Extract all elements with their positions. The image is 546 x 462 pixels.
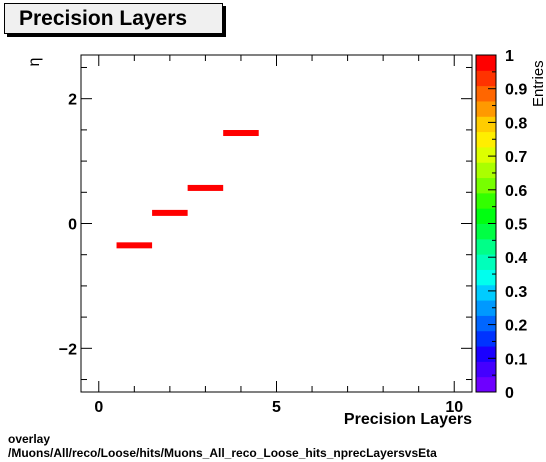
x-tick-label: 5: [272, 399, 281, 416]
colorbar-segment: [476, 223, 496, 240]
colorbar-segment: [476, 238, 496, 255]
x-tick-label: 0: [94, 399, 103, 416]
x-tick-label: 10: [445, 399, 463, 416]
colorbar-tick-label: 1: [505, 48, 514, 65]
colorbar-tick-label: 0.5: [505, 217, 527, 234]
y-tick-label: −2: [59, 341, 77, 358]
colorbar-tick-label: 0.7: [505, 149, 527, 166]
colorbar-segment: [476, 284, 496, 301]
footer-line-2: /Muons/All/reco/Loose/hits/Muons_All_rec…: [8, 446, 437, 460]
y-tick-label: 2: [68, 92, 77, 109]
y-axis-label: η: [26, 58, 43, 67]
colorbar-segment: [476, 100, 496, 117]
colorbar-tick-label: 0.3: [505, 284, 527, 301]
data-bin: [116, 242, 153, 249]
colorbar-segment: [476, 146, 496, 163]
colorbar-label: Entries: [530, 60, 546, 107]
chart-title: Precision Layers: [19, 7, 188, 30]
colorbar-tick-label: 0: [505, 385, 514, 402]
title-box: Precision Layers: [4, 3, 223, 34]
colorbar-tick-label: 0.8: [505, 115, 527, 132]
colorbar-segment: [476, 162, 496, 179]
colorbar-tick-label: 0.4: [505, 250, 527, 267]
colorbar-segment: [476, 300, 496, 316]
colorbar-segment: [476, 85, 496, 102]
data-bin: [223, 130, 259, 137]
colorbar-segment: [476, 192, 496, 209]
colorbar-segment: [476, 55, 496, 71]
plot-frame: [80, 54, 473, 393]
colorbar-segment: [476, 208, 496, 224]
x-axis-label: Precision Layers: [344, 411, 472, 428]
colorbar-segment: [476, 177, 496, 194]
colorbar-segment: [476, 269, 496, 286]
footer-line-1: overlay: [8, 432, 51, 446]
colorbar-segment: [476, 376, 496, 393]
colorbar-tick-label: 0.6: [505, 183, 527, 200]
colorbar-segment: [476, 330, 496, 347]
colorbar-segment: [476, 131, 496, 148]
colorbar-segment: [476, 70, 496, 87]
colorbar-tick-label: 0.9: [505, 82, 527, 99]
y-tick-label: 0: [68, 217, 77, 234]
colorbar-segment: [476, 361, 496, 378]
colorbar-segment: [476, 346, 496, 362]
colorbar-segment: [476, 315, 496, 332]
data-bin: [152, 209, 188, 216]
data-bin: [187, 184, 224, 191]
colorbar-tick-label: 0.1: [505, 351, 527, 368]
colorbar-segment: [476, 254, 496, 270]
colorbar-segment: [476, 116, 496, 133]
colorbar-tick-label: 0.2: [505, 318, 527, 335]
